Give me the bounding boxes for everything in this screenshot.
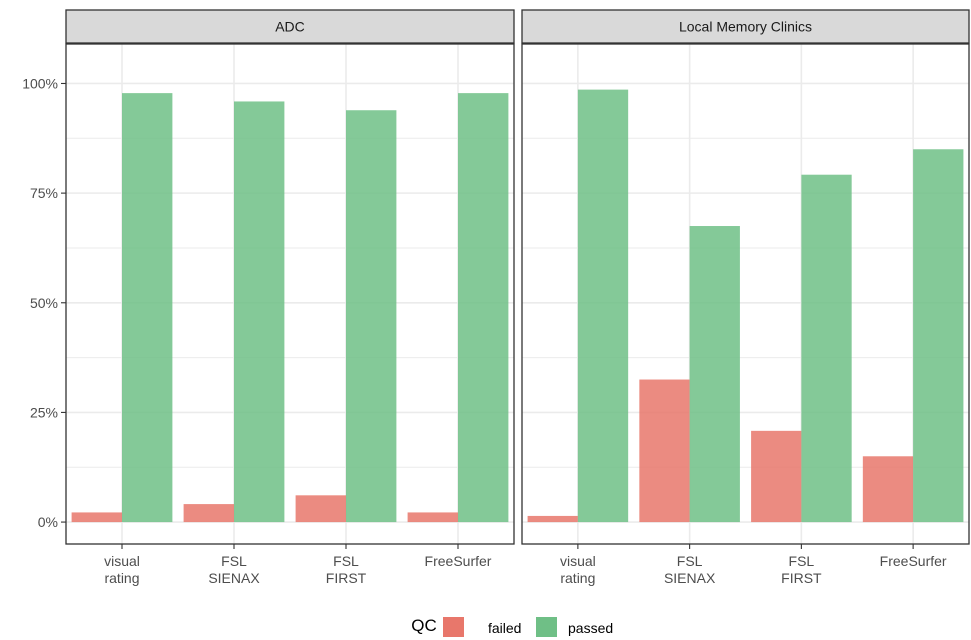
y-tick-label: 75% — [30, 185, 58, 201]
facet-strip — [521, 9, 970, 44]
bar-failed-2 — [639, 379, 690, 523]
bar-failed-1 — [527, 515, 578, 523]
x-tick-label: FSL SIENAX — [664, 553, 716, 586]
facet-strip-label: Local Memory Clinics — [679, 19, 812, 35]
bar-failed-2 — [183, 504, 234, 523]
y-tick-label: 25% — [30, 404, 58, 420]
panel-border — [65, 43, 515, 545]
legend-key-passed — [536, 617, 557, 637]
y-tick-label: 100% — [22, 75, 58, 91]
y-tick-label: 50% — [30, 295, 58, 311]
bar-failed-3 — [295, 495, 346, 523]
panel-2: Local Memory Clinics visual rating FSL SIENA… — [521, 9, 970, 586]
x-tick-label: FSL SIENAX — [208, 553, 260, 586]
y-axis: 0% 25% 50% 75% 100% — [22, 75, 66, 530]
x-tick-label: FSL FIRST — [326, 553, 367, 586]
bar-passed-3 — [801, 174, 852, 523]
legend: QC failed passed — [411, 616, 613, 637]
x-tick-label: FreeSurfer — [425, 553, 492, 569]
facet-strip — [65, 9, 515, 44]
legend-label-failed: failed — [488, 620, 521, 636]
legend-title: QC — [411, 616, 437, 635]
y-tick-label: 0% — [38, 514, 58, 530]
x-tick-label: visual rating — [104, 553, 140, 586]
bar-passed-3 — [346, 110, 397, 523]
bar-failed-4 — [862, 456, 914, 523]
bar-passed-4 — [458, 93, 509, 523]
bar-failed-4 — [407, 512, 458, 523]
x-tick-label: FreeSurfer — [880, 553, 947, 569]
bar-passed-1 — [122, 93, 173, 523]
bar-passed-2 — [234, 101, 285, 523]
bar-failed-3 — [751, 430, 802, 523]
bar-passed-4 — [913, 149, 964, 523]
bar-passed-2 — [689, 226, 740, 523]
legend-label-passed: passed — [568, 620, 613, 636]
x-tick-label: visual rating — [560, 553, 596, 586]
facet-strip-label: ADC — [275, 19, 305, 35]
panel-1: ADC visual rating FSL SIENAX FSL FIRST FreeSurf… — [65, 9, 515, 586]
panels-layer: ADC visual rating FSL SIENAX FSL FIRST FreeSurf… — [65, 9, 970, 586]
x-tick-label: FSL FIRST — [781, 553, 822, 586]
legend-key-failed — [443, 617, 464, 637]
bar-failed-1 — [71, 512, 122, 523]
panel-border — [521, 43, 970, 545]
bar-passed-1 — [577, 89, 629, 523]
